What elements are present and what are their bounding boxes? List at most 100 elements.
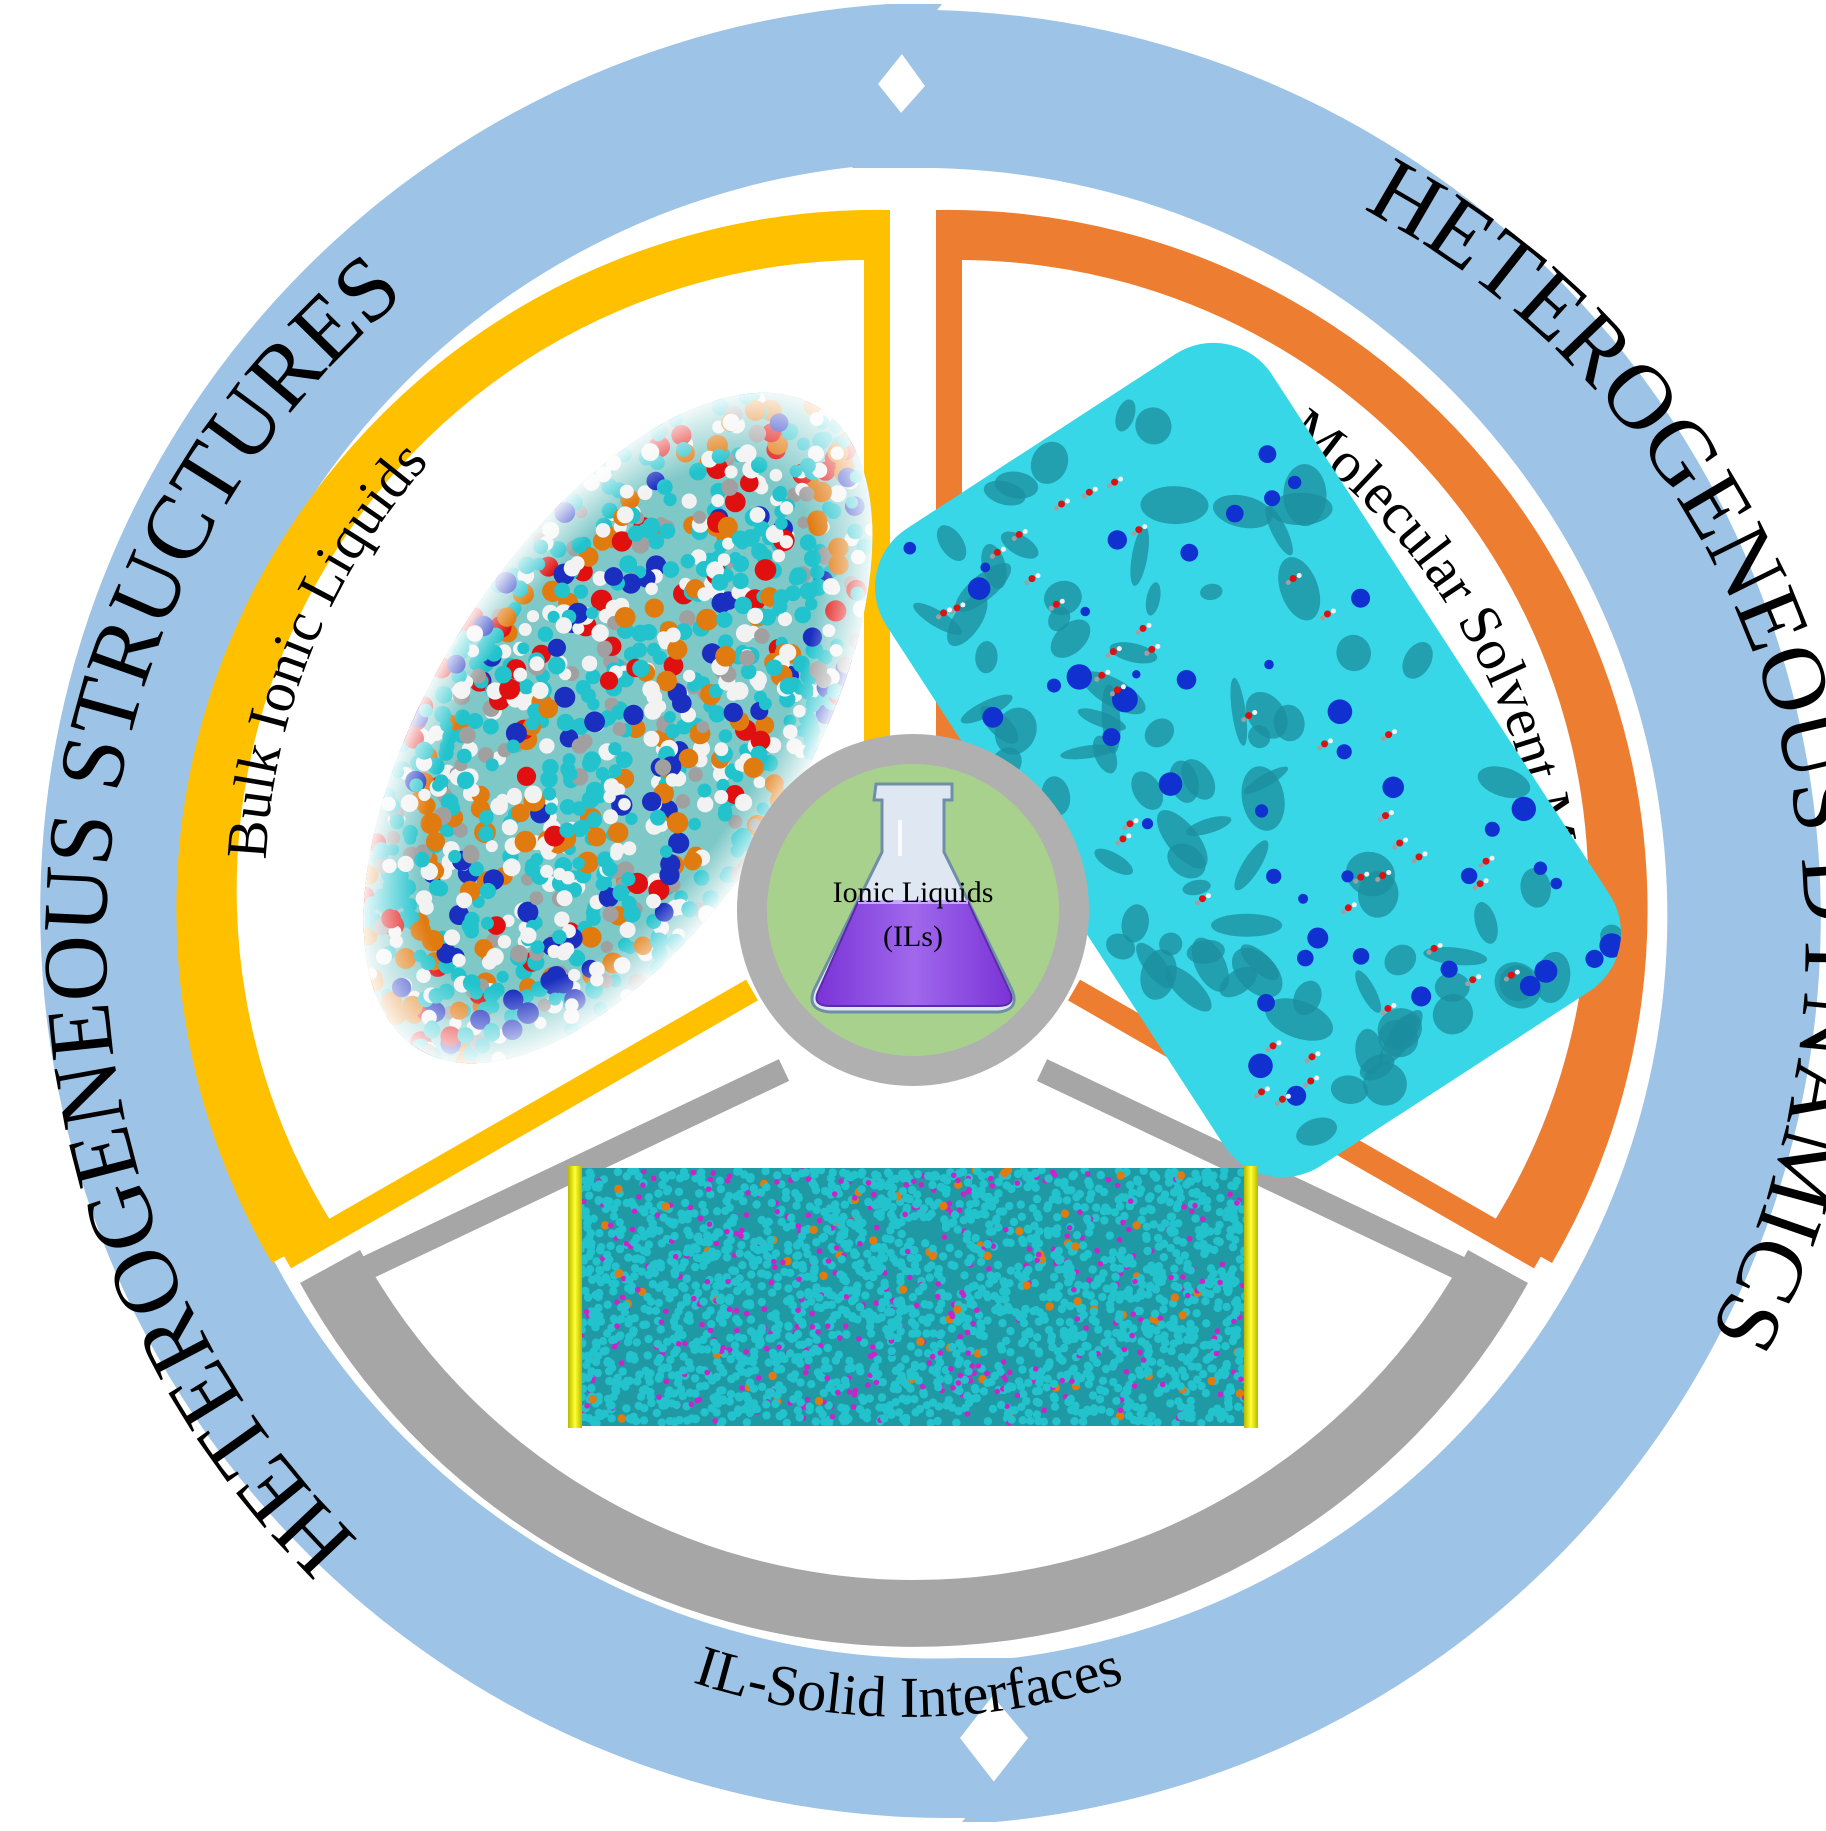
atom: [793, 1330, 803, 1339]
atom: [593, 1368, 602, 1378]
atom: [1025, 1329, 1034, 1339]
atom: [627, 1197, 636, 1207]
atom: [897, 1229, 906, 1239]
atom: [605, 1255, 614, 1265]
atom: [617, 1414, 626, 1423]
atom: [654, 1189, 663, 1198]
atom: [631, 1208, 638, 1214]
atom: [718, 1386, 727, 1395]
atom: [676, 1386, 685, 1395]
atom: [784, 1322, 793, 1331]
atom: [983, 1239, 992, 1249]
atom: [988, 1404, 998, 1414]
surface-cavity: [1432, 993, 1473, 1035]
atom: [630, 1355, 639, 1364]
atom: [929, 1201, 939, 1210]
surface-patch: [1307, 927, 1329, 949]
atom: [1017, 1212, 1027, 1222]
atom: [805, 1212, 812, 1218]
atom: [876, 1208, 886, 1218]
surface-cavity: [1182, 879, 1211, 896]
atom: [621, 1382, 630, 1391]
atom: [809, 1310, 815, 1317]
atom: [1019, 1389, 1028, 1399]
atom: [1220, 1370, 1229, 1380]
atom: [966, 1200, 975, 1209]
atom: [1055, 1353, 1064, 1363]
atom: [839, 1168, 848, 1178]
atom: [596, 1242, 606, 1252]
surface-cavity: [1357, 870, 1399, 918]
atom: [593, 1352, 602, 1361]
atom: [812, 1205, 821, 1215]
atom: [801, 1243, 811, 1252]
atom: [637, 1267, 646, 1276]
atom: [771, 1249, 781, 1258]
atom: [1107, 1337, 1116, 1346]
atom: [693, 1233, 702, 1243]
atom: [703, 1231, 712, 1240]
atom: [738, 1227, 745, 1234]
atom: [979, 1179, 988, 1189]
atom: [1166, 1226, 1175, 1235]
atom: [722, 1310, 731, 1320]
atom: [601, 1346, 610, 1355]
atom: [1192, 1309, 1201, 1318]
atom: [866, 1329, 876, 1338]
solvent-atom: [1065, 498, 1070, 504]
atom: [857, 1240, 863, 1247]
atom: [857, 1393, 867, 1403]
atom: [763, 1271, 772, 1280]
atom: [1197, 1381, 1206, 1391]
atom: [881, 1297, 890, 1307]
atom: [916, 1337, 925, 1347]
atom: [948, 1342, 957, 1352]
solvent-atom: [1330, 608, 1336, 614]
solvent-atom: [1142, 524, 1148, 530]
atom: [1034, 1398, 1043, 1408]
atom: [1024, 1225, 1033, 1234]
atom: [779, 1409, 788, 1418]
atom: [1156, 1358, 1166, 1368]
atom: [1071, 1242, 1080, 1251]
atom: [1215, 1220, 1224, 1230]
atom: [710, 1289, 720, 1298]
solvent-atom: [1000, 546, 1006, 552]
atom: [646, 1392, 655, 1402]
atom: [1152, 1326, 1161, 1335]
atom: [1229, 1279, 1238, 1288]
atom: [1057, 1304, 1067, 1314]
right-electrode-wall: [1244, 1166, 1258, 1428]
atom: [618, 1367, 627, 1376]
atom: [846, 1389, 853, 1395]
solvent-atom: [960, 602, 966, 608]
atom: [624, 1253, 633, 1262]
atom: [750, 1188, 760, 1197]
atom: [938, 1252, 948, 1261]
atom: [672, 1253, 679, 1260]
solvent-atom: [1241, 717, 1247, 722]
atom: [1214, 1298, 1223, 1307]
atom: [1029, 1371, 1038, 1381]
solvent-atom: [1340, 909, 1346, 915]
atom: [1231, 1318, 1237, 1325]
atom: [856, 1336, 862, 1342]
atom: [985, 1227, 995, 1237]
sector-bands: [176, 202, 1648, 1647]
atom: [1129, 1324, 1138, 1333]
atom: [763, 1345, 770, 1352]
atom: [1190, 1296, 1199, 1305]
solvent-atom: [1199, 895, 1206, 903]
atom: [831, 1191, 838, 1197]
solvent-atom: [1384, 1005, 1392, 1012]
atom: [704, 1238, 713, 1247]
atom: [1192, 1187, 1201, 1197]
atom: [1205, 1413, 1214, 1423]
atom: [907, 1304, 916, 1313]
atom: [1088, 1265, 1097, 1274]
atom: [960, 1375, 970, 1385]
atom: [1180, 1274, 1186, 1280]
atom: [1127, 1373, 1137, 1382]
atom: [898, 1285, 908, 1294]
atom: [580, 1240, 590, 1249]
